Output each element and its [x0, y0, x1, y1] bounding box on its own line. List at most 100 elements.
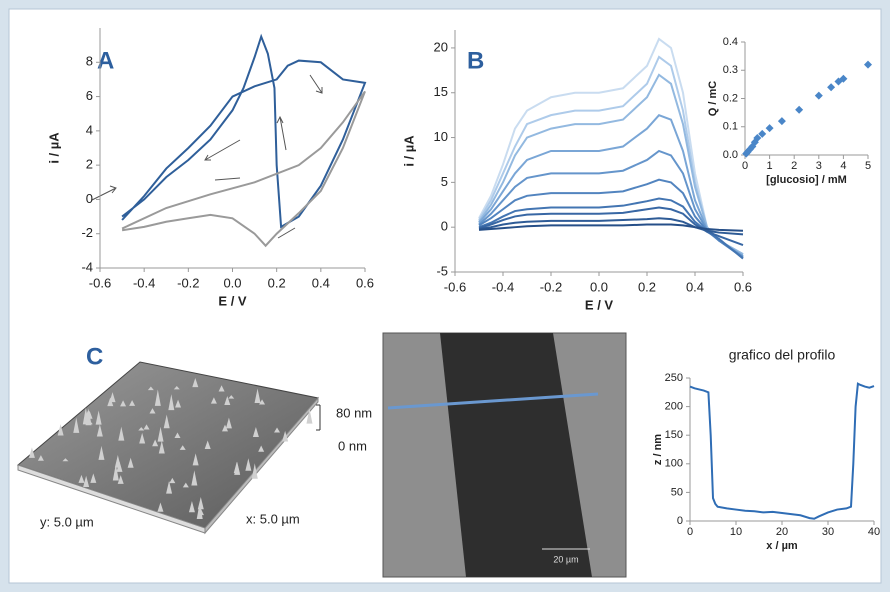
y-tick-label: 0.3	[723, 64, 738, 76]
surface-peak	[174, 432, 181, 438]
point	[777, 117, 786, 126]
surface-peak	[118, 426, 125, 441]
surface-peak	[127, 457, 134, 468]
surface-peak	[86, 410, 93, 419]
surface-peak	[221, 424, 228, 432]
z-min-label: 0 nm	[338, 438, 367, 453]
surface-peak	[95, 410, 102, 425]
y-axis-title: i / µA	[46, 132, 61, 164]
surface-peak	[182, 482, 189, 488]
y-axis-title: Q / mC	[707, 81, 719, 117]
series-line	[121, 33, 367, 229]
surface-peak	[169, 477, 176, 484]
x-tick-label: 1	[767, 160, 773, 172]
surface-peak	[188, 501, 195, 513]
x-tick-label: -0.4	[133, 275, 155, 290]
x-tick-label: 0	[742, 160, 748, 172]
surface-peak	[274, 427, 281, 433]
y-tick-label: 50	[671, 486, 683, 498]
x-tick-label: -0.6	[444, 279, 466, 294]
surface-image	[16, 361, 321, 535]
surface-peak	[197, 496, 204, 510]
y-tick-label: 20	[434, 39, 448, 54]
surface-peak	[82, 407, 89, 425]
surface-peak	[191, 470, 198, 486]
surface-peak	[109, 392, 116, 403]
surface-peak	[138, 427, 145, 431]
surface-peak	[245, 458, 252, 471]
surface-peak	[204, 440, 211, 449]
surface-peak	[225, 417, 232, 429]
x-tick-label: 3	[816, 160, 822, 172]
x-tick-label: -0.2	[177, 275, 199, 290]
panel-label: B	[467, 47, 484, 74]
surface-peak	[120, 400, 127, 407]
x-axis-title: E / V	[585, 297, 614, 312]
surface-peak	[251, 463, 258, 479]
series-line	[121, 90, 366, 248]
point	[795, 105, 804, 114]
y-tick-label: 4	[86, 122, 93, 137]
y-tick-label: -5	[436, 263, 448, 278]
series-line	[478, 73, 744, 255]
point	[758, 129, 767, 138]
surface-peak	[57, 424, 64, 436]
point	[753, 134, 762, 143]
surface-peak	[157, 502, 164, 512]
x-tick-label: 0.2	[638, 279, 656, 294]
surface-peak	[175, 399, 182, 408]
y-tick-label: 5	[441, 174, 448, 189]
x-axis-title: [glucosio] / mM	[766, 174, 847, 186]
surface-peak	[192, 453, 199, 466]
y-tick-label: 0.0	[723, 149, 738, 161]
x-tick-label: 40	[868, 526, 880, 538]
y-tick-label: 0	[441, 219, 448, 234]
surface-peak	[83, 475, 90, 487]
series-line	[478, 197, 744, 260]
surface-peak	[259, 399, 266, 405]
surface-peak	[154, 389, 161, 406]
surface-peak	[192, 377, 199, 388]
x-tick-label: 0.4	[312, 275, 330, 290]
x-tick-label: 0.0	[223, 275, 241, 290]
surface-peak	[166, 480, 173, 494]
surface-peak	[37, 455, 44, 461]
y-tick-label: 0.4	[723, 36, 738, 48]
y-tick-label: 200	[665, 401, 683, 413]
surface-peak	[73, 417, 80, 433]
y-tick-label: 15	[434, 84, 448, 99]
y-tick-label: 2	[86, 157, 93, 172]
y-tick-label: 0	[86, 191, 93, 206]
series-line	[478, 149, 744, 258]
x-tick-label: 10	[730, 526, 742, 538]
y-tick-label: 0.2	[723, 92, 738, 104]
y-tick-label: 6	[86, 88, 93, 103]
surface-peak	[252, 426, 259, 437]
point	[814, 91, 823, 100]
surface-peak	[90, 473, 97, 483]
surface-peak	[210, 397, 217, 404]
surface-peak	[147, 386, 154, 391]
surface-peak	[78, 474, 85, 483]
x-tick-label: 4	[840, 160, 846, 172]
surface-peak	[224, 396, 231, 405]
arrows	[91, 74, 323, 239]
surface-peak	[218, 385, 225, 392]
x-tick-label: 0.4	[686, 279, 704, 294]
y-tick-label: -4	[81, 259, 93, 274]
series-line	[478, 37, 744, 255]
x-tick-label: 5	[865, 160, 871, 172]
surface-peak	[107, 397, 114, 407]
surface-peak	[306, 408, 313, 424]
surface-peak	[139, 432, 146, 444]
surface-peak	[98, 445, 105, 460]
y-tick-label: -2	[81, 225, 93, 240]
y-tick-label: 0	[677, 515, 683, 527]
series-line	[478, 223, 744, 232]
chart-title: grafico del profilo	[729, 347, 836, 363]
panel-label: C	[86, 343, 103, 370]
series-line	[478, 113, 744, 257]
surface-peak	[168, 394, 175, 411]
x-tick-label: 30	[822, 526, 834, 538]
point	[827, 83, 836, 92]
